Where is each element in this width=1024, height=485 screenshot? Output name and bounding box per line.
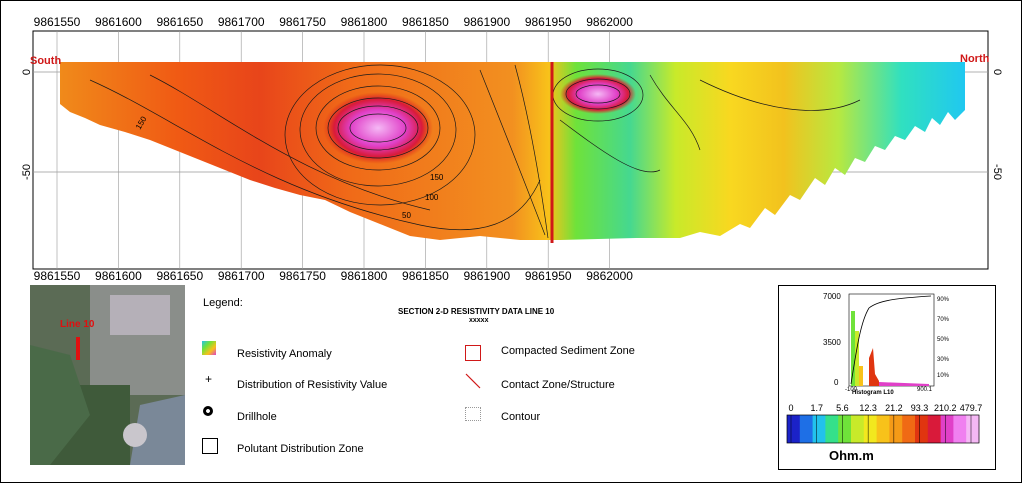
legend-panel: Legend: SECTION 2-D RESISTIVITY DATA LIN… <box>193 285 773 470</box>
contact-zone-icon <box>465 373 481 389</box>
color-swatch <box>902 415 916 443</box>
x-tick-bottom: 9861700 <box>218 269 265 282</box>
north-label: North <box>960 53 990 65</box>
color-scale-tick: 21.2 <box>885 403 903 413</box>
color-swatch <box>799 415 814 443</box>
color-scale-tick: 1.7 <box>810 403 823 413</box>
legend-heading: Legend: <box>203 297 243 309</box>
color-swatch <box>889 415 903 443</box>
legend-item-polutant-zone: Polutant Distribution Zone <box>237 443 364 455</box>
y-tick-left-0: 0 <box>21 69 33 75</box>
plus-icon: + <box>205 372 213 386</box>
hist-y-right: 10% <box>937 373 950 379</box>
x-axis-bottom: 9861550 9861600 9861650 9861700 9861750 98618… <box>34 269 634 282</box>
x-tick-top: 9861850 <box>402 15 449 29</box>
contour-label: 50 <box>402 211 411 220</box>
histogram-caption: Histogram L10 <box>852 390 894 396</box>
compacted-sediment-icon <box>465 345 481 361</box>
color-swatch <box>876 415 890 443</box>
color-swatch <box>940 415 954 443</box>
x-axis-top: 9861550 9861600 9861650 9861700 9861750 98618… <box>34 15 634 29</box>
hist-y-left-bottom: 0 <box>834 378 839 387</box>
color-scale-tick: 12.3 <box>859 403 877 413</box>
x-tick-bottom: 9861600 <box>95 269 142 282</box>
color-scale-tick: 210.2 <box>934 403 957 413</box>
unit-label: Ohm.m <box>829 448 874 463</box>
hist-y-left-top: 7000 <box>823 292 841 301</box>
section-subtitle: xxxxx <box>469 317 489 324</box>
x-tick-top: 9861550 <box>34 15 81 29</box>
y-tick-left-minus50: -50 <box>21 164 33 180</box>
contour-label: 150 <box>430 173 444 182</box>
contour-lines <box>89 64 861 239</box>
legend-item-contour: Contour <box>501 411 541 423</box>
section-title: SECTION 2-D RESISTIVITY DATA LINE 10 <box>398 307 555 316</box>
x-tick-bottom: 9861950 <box>525 269 572 282</box>
x-tick-top: 9861700 <box>218 15 265 29</box>
color-swatch <box>863 415 878 443</box>
hist-y-right: 50% <box>937 337 950 343</box>
polutant-zone-icon <box>202 438 218 454</box>
x-tick-top: 9861800 <box>341 15 388 29</box>
satellite-image <box>30 285 185 465</box>
line-10-label: Line 10 <box>60 319 95 330</box>
x-tick-bottom: 9861900 <box>463 269 510 282</box>
y-tick-right-0: 0 <box>991 69 1003 75</box>
x-tick-top: 9861650 <box>156 15 203 29</box>
drillhole-icon <box>203 406 213 416</box>
resistivity-anomaly-icon <box>202 341 216 355</box>
x-tick-top: 9862000 <box>586 15 633 29</box>
color-scale-tick: 0 <box>788 403 793 413</box>
x-tick-bottom: 9861750 <box>279 269 326 282</box>
contour-label: 100 <box>425 193 439 202</box>
legend-item-contact-zone: Contact Zone/Structure <box>501 379 615 391</box>
high-resistivity-anomaly-east <box>560 74 636 114</box>
x-tick-bottom: 9861850 <box>402 269 449 282</box>
x-tick-bottom: 9861650 <box>156 269 203 282</box>
y-tick-right-minus50: -50 <box>991 164 1003 180</box>
color-swatch <box>915 415 929 443</box>
location-map: Line 10 <box>30 285 185 465</box>
color-scale-tick: 479.7 <box>960 403 983 413</box>
color-swatch <box>953 415 967 443</box>
color-scale-tick: 5.6 <box>836 403 849 413</box>
color-swatch <box>838 415 852 443</box>
color-swatch <box>825 415 839 443</box>
legend-item-drillhole: Drillhole <box>237 411 277 423</box>
color-scale-bar: 0 1.7 5.6 12.3 21.2 93.3 210.2 479.7 <box>786 403 983 444</box>
hist-x-min: -100 <box>845 387 858 393</box>
histogram-chart <box>848 293 935 387</box>
legend-item-resistivity-anomaly: Resistivity Anomaly <box>237 348 332 360</box>
legend-item-compacted-sediment: Compacted Sediment Zone <box>501 345 635 357</box>
hist-y-right: 30% <box>937 357 950 363</box>
x-tick-top: 9861600 <box>95 15 142 29</box>
x-tick-bottom: 9861550 <box>34 269 81 282</box>
color-swatch <box>927 415 942 443</box>
x-tick-top: 9861900 <box>463 15 510 29</box>
color-swatch <box>851 415 865 443</box>
hist-x-max: 900.1 <box>917 387 933 393</box>
color-swatch <box>812 415 826 443</box>
south-label: South <box>30 55 61 67</box>
histogram-panel: 7000 3500 0 90% 70% 50% 30% 10% -100 900… <box>778 285 996 470</box>
x-tick-top: 9861950 <box>525 15 572 29</box>
x-tick-top: 9861750 <box>279 15 326 29</box>
x-tick-bottom: 9861800 <box>341 269 388 282</box>
hist-y-right: 90% <box>937 297 950 303</box>
resistivity-section: 150 100 50 150 9861550 9861600 9861650 9861… <box>21 15 1003 282</box>
hist-y-right: 70% <box>937 317 950 323</box>
legend-item-distribution: Distribution of Resistivity Value <box>237 379 388 391</box>
color-swatch <box>966 415 980 443</box>
x-tick-bottom: 9862000 <box>586 269 633 282</box>
color-scale-tick: 93.3 <box>911 403 929 413</box>
color-swatch <box>787 415 801 443</box>
hist-y-left-mid: 3500 <box>823 338 841 347</box>
high-resistivity-anomaly-west <box>323 92 433 164</box>
contour-icon <box>465 407 481 421</box>
